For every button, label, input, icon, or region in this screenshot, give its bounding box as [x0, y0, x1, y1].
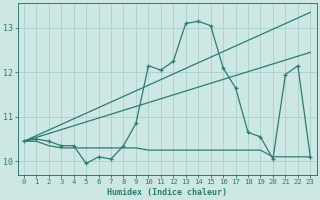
X-axis label: Humidex (Indice chaleur): Humidex (Indice chaleur) [107, 188, 227, 197]
